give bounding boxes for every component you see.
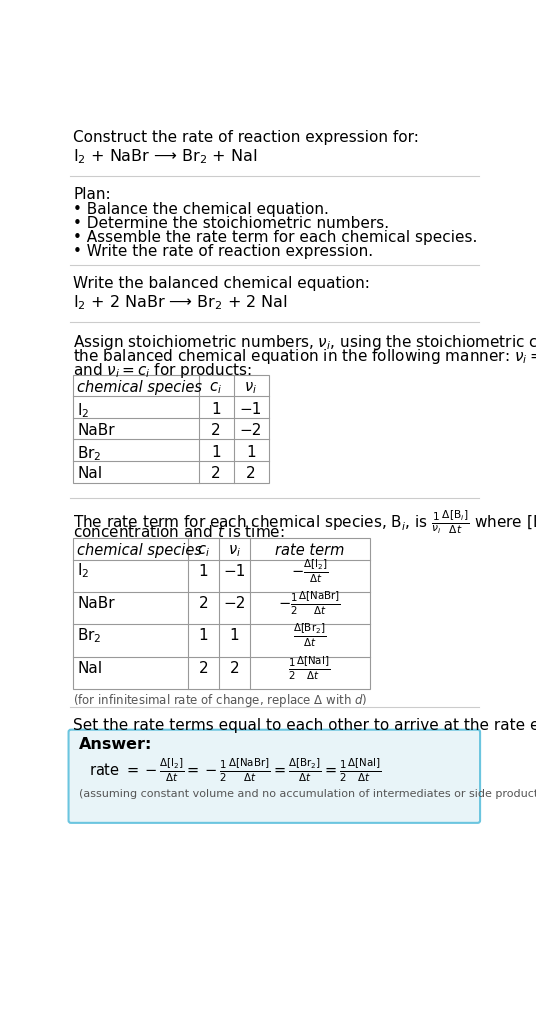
Text: $\nu_i$: $\nu_i$ (228, 544, 241, 559)
Text: $-\frac{\Delta[\mathrm{I}_2]}{\Delta t}$: $-\frac{\Delta[\mathrm{I}_2]}{\Delta t}$ (291, 557, 328, 584)
Text: $\frac{1}{2}\frac{\Delta[\mathrm{NaI}]}{\Delta t}$: $\frac{1}{2}\frac{\Delta[\mathrm{NaI}]}{… (288, 655, 331, 682)
Text: NaI: NaI (77, 466, 102, 482)
Text: concentration and $t$ is time:: concentration and $t$ is time: (73, 524, 285, 541)
Text: Set the rate terms equal to each other to arrive at the rate expression:: Set the rate terms equal to each other t… (73, 718, 536, 733)
Text: the balanced chemical equation in the following manner: $\nu_i = -c_i$ for react: the balanced chemical equation in the fo… (73, 347, 536, 366)
Text: 1: 1 (229, 628, 239, 643)
Text: 1: 1 (246, 445, 256, 460)
Text: −1: −1 (223, 564, 245, 578)
Text: I$_2$: I$_2$ (77, 562, 90, 580)
Text: chemical species: chemical species (77, 544, 202, 558)
Text: I$_2$ + NaBr ⟶ Br$_2$ + NaI: I$_2$ + NaBr ⟶ Br$_2$ + NaI (73, 147, 257, 166)
Text: 2: 2 (229, 661, 239, 676)
Text: Answer:: Answer: (79, 737, 152, 751)
Text: • Determine the stoichiometric numbers.: • Determine the stoichiometric numbers. (73, 216, 389, 231)
Text: Write the balanced chemical equation:: Write the balanced chemical equation: (73, 276, 370, 291)
Text: Construct the rate of reaction expression for:: Construct the rate of reaction expressio… (73, 130, 419, 145)
Text: $-\frac{1}{2}\frac{\Delta[\mathrm{NaBr}]}{\Delta t}$: $-\frac{1}{2}\frac{\Delta[\mathrm{NaBr}]… (278, 589, 341, 617)
Text: −1: −1 (240, 402, 262, 416)
Bar (73, 375, 269, 483)
FancyBboxPatch shape (69, 730, 480, 823)
Text: 1: 1 (198, 564, 208, 578)
Text: 1: 1 (211, 402, 221, 416)
Text: rate term: rate term (275, 544, 344, 558)
Text: $c_i$: $c_i$ (197, 544, 210, 559)
Text: $\frac{\Delta[\mathrm{Br}_2]}{\Delta t}$: $\frac{\Delta[\mathrm{Br}_2]}{\Delta t}$ (293, 622, 326, 649)
Bar (73, 538, 370, 689)
Text: 1: 1 (211, 445, 221, 460)
Text: $c_i$: $c_i$ (210, 380, 222, 396)
Text: 1: 1 (198, 628, 208, 643)
Text: 2: 2 (211, 466, 221, 482)
Text: NaBr: NaBr (77, 423, 115, 438)
Text: Br$_2$: Br$_2$ (77, 626, 102, 645)
Text: 2: 2 (198, 596, 208, 611)
Text: and $\nu_i = c_i$ for products:: and $\nu_i = c_i$ for products: (73, 360, 252, 380)
Text: Plan:: Plan: (73, 187, 111, 202)
Text: Br$_2$: Br$_2$ (77, 445, 102, 463)
Text: chemical species: chemical species (77, 380, 202, 395)
Text: −2: −2 (240, 423, 262, 438)
Text: NaBr: NaBr (77, 596, 115, 611)
Text: $\nu_i$: $\nu_i$ (244, 380, 257, 396)
Text: I$_2$ + 2 NaBr ⟶ Br$_2$ + 2 NaI: I$_2$ + 2 NaBr ⟶ Br$_2$ + 2 NaI (73, 293, 288, 312)
Text: I$_2$: I$_2$ (77, 402, 90, 420)
Text: The rate term for each chemical species, B$_i$, is $\frac{1}{\nu_i}\frac{\Delta[: The rate term for each chemical species,… (73, 509, 536, 536)
Text: rate $= -\frac{\Delta[\mathrm{I}_2]}{\Delta t} = -\frac{1}{2}\frac{\Delta[\mathr: rate $= -\frac{\Delta[\mathrm{I}_2]}{\De… (88, 756, 381, 784)
Text: (assuming constant volume and no accumulation of intermediates or side products): (assuming constant volume and no accumul… (79, 789, 536, 799)
Text: Assign stoichiometric numbers, $\nu_i$, using the stoichiometric coefficients, $: Assign stoichiometric numbers, $\nu_i$, … (73, 333, 536, 352)
Text: −2: −2 (223, 596, 245, 611)
Text: 2: 2 (198, 661, 208, 676)
Text: • Assemble the rate term for each chemical species.: • Assemble the rate term for each chemic… (73, 230, 478, 245)
Text: NaI: NaI (77, 661, 102, 676)
Text: (for infinitesimal rate of change, replace Δ with $d$): (for infinitesimal rate of change, repla… (73, 692, 368, 709)
Text: 2: 2 (246, 466, 256, 482)
Text: 2: 2 (211, 423, 221, 438)
Text: • Write the rate of reaction expression.: • Write the rate of reaction expression. (73, 244, 374, 259)
Text: • Balance the chemical equation.: • Balance the chemical equation. (73, 203, 329, 217)
